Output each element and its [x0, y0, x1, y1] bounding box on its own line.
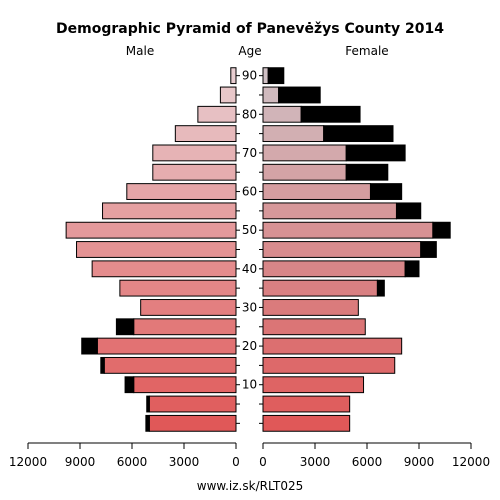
age-tick-label: 60: [242, 185, 257, 199]
male-x-tick-label: 12000: [9, 455, 47, 469]
male-bar: [126, 183, 237, 200]
male-x-tick-label: 3000: [169, 455, 200, 469]
male-x-tick-label: 9000: [65, 455, 96, 469]
female-excess-bar: [420, 241, 437, 258]
female-bar: [262, 163, 347, 181]
female-excess-bar: [323, 125, 394, 143]
female-x-tick-label: 3000: [300, 455, 331, 469]
female-excess-bar: [432, 221, 451, 239]
male-excess-bar: [115, 318, 135, 336]
male-excess-bar: [146, 395, 150, 413]
bars-layer: [65, 67, 451, 432]
age-label: Age: [238, 44, 261, 58]
female-x-tick-label: 0: [259, 455, 267, 469]
female-bar: [262, 241, 422, 258]
female-bar: [262, 105, 302, 123]
female-excess-bar: [345, 163, 389, 181]
age-tick-label: 70: [242, 146, 257, 160]
female-bar: [262, 202, 397, 220]
male-bar: [76, 241, 237, 258]
female-x-tick-label: 6000: [352, 455, 383, 469]
age-tick-label: 40: [242, 262, 257, 276]
male-bar: [133, 376, 237, 394]
age-tick-label: 10: [242, 378, 257, 392]
male-bar: [152, 144, 237, 162]
female-label: Female: [345, 44, 388, 58]
source-label: www.iz.sk/RLT025: [197, 479, 303, 493]
age-tick-label: 30: [242, 300, 257, 314]
male-bar: [219, 86, 237, 104]
chart-title: Demographic Pyramid of Panevėžys County …: [56, 21, 444, 37]
female-bar: [262, 260, 406, 278]
age-tick-label: 80: [242, 107, 257, 121]
female-bar: [262, 125, 325, 143]
male-label: Male: [126, 44, 154, 58]
male-bar: [119, 279, 237, 297]
female-x-tick-label: 12000: [452, 455, 490, 469]
male-bar: [140, 299, 237, 316]
female-bar: [262, 279, 378, 297]
female-bar: [262, 299, 359, 316]
male-bar: [230, 67, 237, 85]
age-axis: 10 20 30 40 50 60 70 80 90: [236, 69, 263, 424]
male-bar: [174, 125, 237, 143]
female-bar: [262, 356, 396, 374]
female-excess-bar: [369, 183, 403, 200]
male-bar: [96, 337, 237, 355]
female-bar: [262, 183, 371, 200]
male-bar: [91, 260, 237, 278]
age-tick-label: 90: [242, 69, 257, 83]
female-excess-bar: [278, 86, 321, 104]
female-excess-bar: [267, 67, 285, 85]
female-bar: [262, 376, 365, 394]
male-excess-bar: [145, 414, 150, 432]
female-bar: [262, 67, 269, 85]
female-bar: [262, 337, 403, 355]
male-bar: [102, 202, 237, 220]
age-tick-label: 50: [242, 223, 257, 237]
x-axes: 12000 9000 6000 3000 0 0 3000 6000 9000 12000: [9, 442, 490, 469]
female-excess-bar: [300, 105, 361, 123]
female-excess-bar: [395, 202, 422, 220]
male-x-tick-label: 0: [232, 455, 240, 469]
female-excess-bar: [376, 279, 385, 297]
male-bar: [133, 318, 237, 336]
female-excess-bar: [345, 144, 406, 162]
male-excess-bar: [81, 337, 98, 355]
female-excess-bar: [404, 260, 420, 278]
male-bar: [148, 395, 237, 413]
male-bar: [197, 105, 237, 123]
male-excess-bar: [100, 356, 105, 374]
female-bar: [262, 318, 366, 336]
male-bar: [148, 414, 237, 432]
female-bar: [262, 414, 351, 432]
age-tick-label: 20: [242, 339, 257, 353]
male-bar: [103, 356, 237, 374]
female-bar: [262, 221, 434, 239]
male-bar: [152, 163, 237, 181]
female-bar: [262, 395, 351, 413]
male-x-tick-label: 6000: [117, 455, 148, 469]
male-bar: [65, 221, 237, 239]
male-excess-bar: [124, 376, 135, 394]
female-bar: [262, 86, 280, 104]
female-bar: [262, 144, 347, 162]
female-x-tick-label: 9000: [404, 455, 435, 469]
